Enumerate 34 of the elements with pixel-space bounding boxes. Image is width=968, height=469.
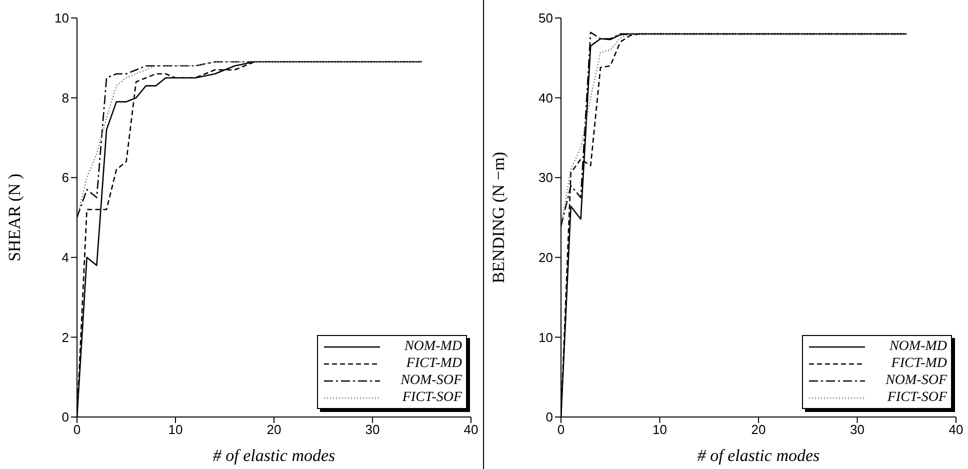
x-tick-label: 0 <box>73 422 81 438</box>
y-tick-label: 6 <box>62 170 69 186</box>
legend-label: FICT-SOF <box>401 390 462 406</box>
x-axis-title: # of elastic modes <box>212 446 336 465</box>
y-tick-label: 20 <box>538 250 553 266</box>
x-tick-label: 20 <box>751 422 766 438</box>
x-axis-title: # of elastic modes <box>697 446 820 465</box>
x-tick-label: 10 <box>168 422 183 438</box>
y-tick-label: 0 <box>62 410 69 425</box>
y-tick-label: 2 <box>62 330 69 345</box>
y-axis-title: SHEAR (N ) <box>5 174 24 262</box>
legend-label: NOM-MD <box>888 338 947 354</box>
legend-label: NOM-SOF <box>400 372 462 388</box>
x-tick-label: 20 <box>266 422 282 438</box>
legend-label: FICT-MD <box>890 356 947 372</box>
y-tick-label: 10 <box>54 10 69 26</box>
y-axis-title: BENDING (N −m) <box>489 152 508 284</box>
legend-label: NOM-SOF <box>884 372 947 388</box>
y-tick-label: 8 <box>62 90 69 106</box>
legend-label: FICT-SOF <box>886 390 947 406</box>
x-tick-label: 30 <box>850 422 864 438</box>
y-tick-label: 30 <box>538 170 553 186</box>
legend-label: FICT-MD <box>405 356 462 372</box>
x-tick-label: 0 <box>557 422 565 438</box>
legend-label: NOM-MD <box>403 338 462 354</box>
x-tick-label: 10 <box>652 422 667 438</box>
y-tick-label: 10 <box>538 330 553 345</box>
y-tick-label: 40 <box>538 90 553 106</box>
y-tick-label: 50 <box>538 10 553 26</box>
x-tick-label: 40 <box>464 422 478 438</box>
y-tick-label: 4 <box>62 250 69 266</box>
x-tick-label: 40 <box>948 422 964 438</box>
y-tick-label: 0 <box>546 410 553 425</box>
x-tick-label: 30 <box>365 422 380 438</box>
